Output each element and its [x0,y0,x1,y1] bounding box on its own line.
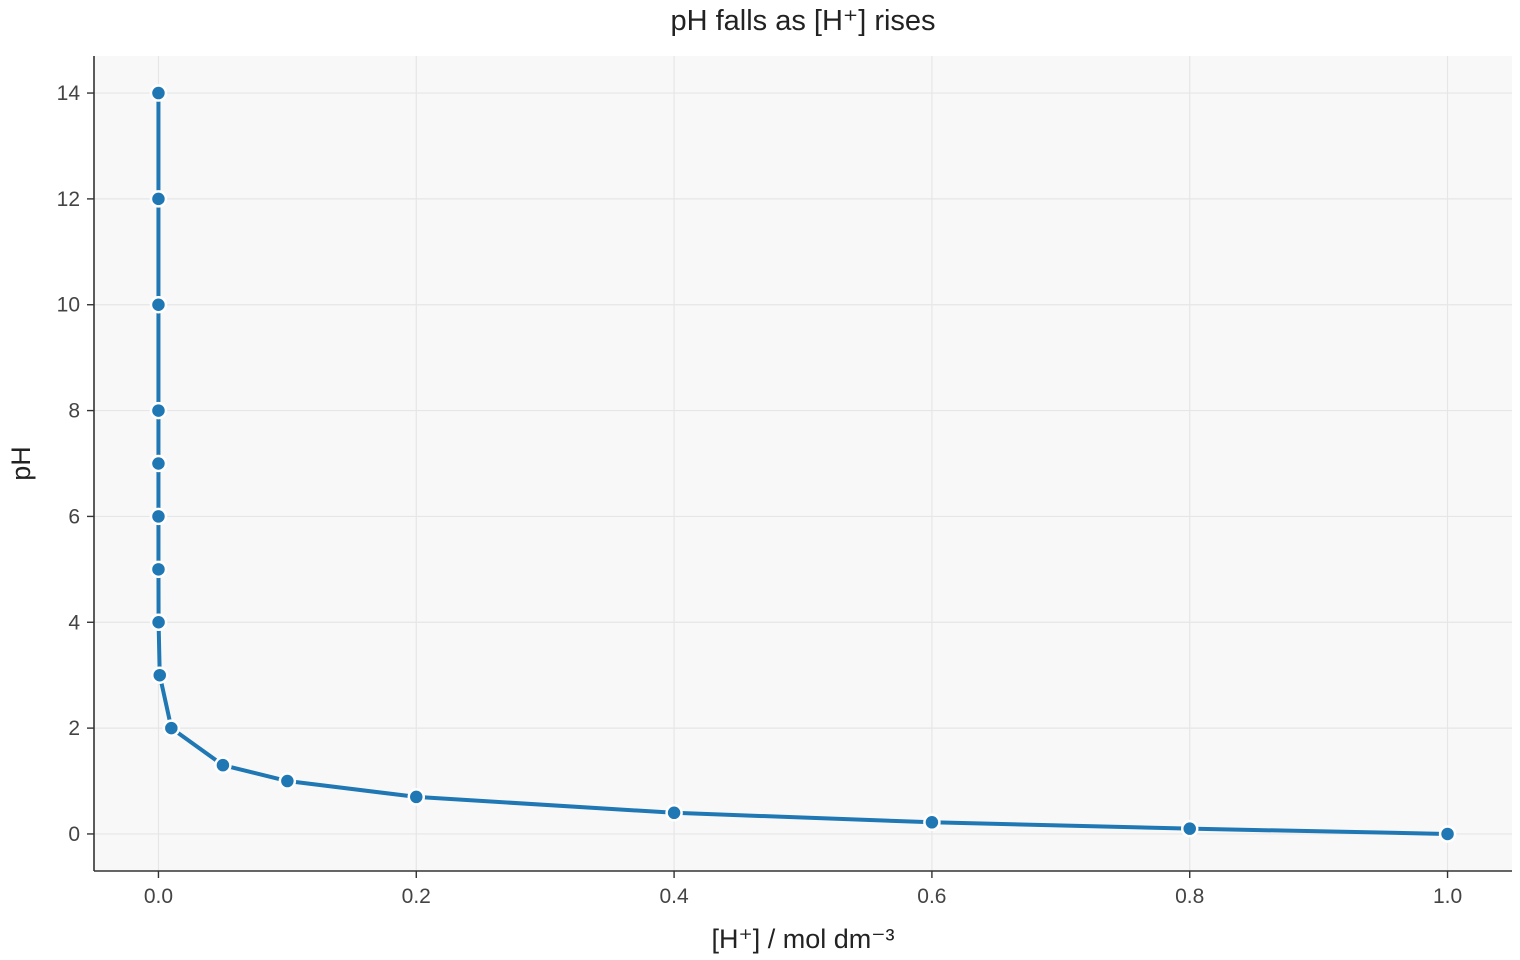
data-point [407,788,426,806]
y-tick-label: 10 [57,294,80,317]
y-tick-label: 2 [68,717,80,740]
x-tick-label: 0.2 [402,885,431,908]
grid-lines [94,56,1512,871]
data-point [278,772,297,790]
y-axis-ticks: 0 2 4 6 8 10 12 14 [57,82,94,846]
data-point [665,804,683,822]
data-point [149,190,168,208]
data-point [149,613,168,632]
data-point [149,560,168,579]
data-point [149,507,168,526]
x-axis-label: [H⁺] / mol dm⁻³ [711,924,894,954]
axes [93,56,1512,872]
data-point [149,454,168,473]
data-point [1180,819,1199,838]
data-point [149,295,168,314]
data-point [149,84,168,102]
data-point [1438,825,1457,843]
x-tick-label: 0.8 [1175,885,1204,908]
plot-area [94,56,1512,871]
x-tick-label: 0.0 [144,885,173,908]
y-tick-label: 12 [57,188,80,211]
y-tick-label: 14 [57,82,81,105]
data-point [150,666,169,684]
y-tick-label: 0 [68,823,80,846]
data-point [923,813,941,832]
chart-title: pH falls as [H⁺] rises [670,5,935,37]
y-tick-label: 4 [68,611,80,634]
y-axis-label: pH [6,446,36,481]
x-axis-ticks: 0.0 0.2 0.4 0.6 0.8 1.0 [144,871,1462,908]
x-tick-label: 0.4 [659,885,689,908]
y-tick-label: 6 [68,505,80,528]
x-tick-label: 0.6 [917,885,946,908]
y-tick-label: 8 [68,400,80,423]
data-point [162,719,181,737]
data-point [214,756,232,774]
series-layer [149,84,1457,843]
x-tick-label: 1.0 [1433,885,1462,908]
data-point [149,401,168,420]
